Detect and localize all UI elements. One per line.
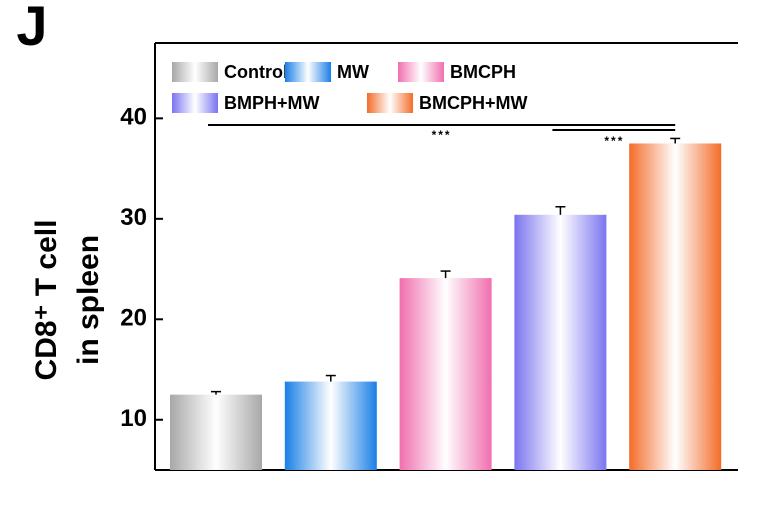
bar [399, 278, 492, 470]
legend-swatch [367, 93, 413, 113]
error-bar [440, 270, 451, 279]
bar [514, 214, 607, 470]
y-tick-label: 40 [120, 104, 147, 131]
y-tick-label: 30 [120, 204, 147, 231]
legend-swatch [172, 93, 218, 113]
legend-label: MW [337, 62, 369, 82]
significance-label: *** [604, 134, 624, 148]
legend-label: BMPH+MW [224, 93, 320, 113]
bar [284, 381, 377, 470]
legend-swatch [172, 62, 218, 82]
panel-label: J [16, 0, 47, 57]
bar [629, 143, 722, 470]
significance-label: *** [432, 128, 452, 142]
error-bar [325, 374, 336, 382]
error-bar [211, 390, 221, 395]
legend-label: BMCPH [450, 62, 516, 82]
legend-label: Control [224, 62, 288, 82]
y-tick-label: 10 [120, 405, 147, 432]
error-bar [555, 206, 566, 215]
legend-swatch [398, 62, 444, 82]
error-bar [670, 137, 681, 144]
y-axis-label: CD8⁺ T cell [30, 220, 63, 381]
y-tick-label: 20 [120, 305, 147, 332]
legend-label: BMCPH+MW [419, 93, 528, 113]
legend-swatch [285, 62, 331, 82]
y-axis-label: in spleen [72, 235, 105, 365]
bar [170, 394, 262, 470]
